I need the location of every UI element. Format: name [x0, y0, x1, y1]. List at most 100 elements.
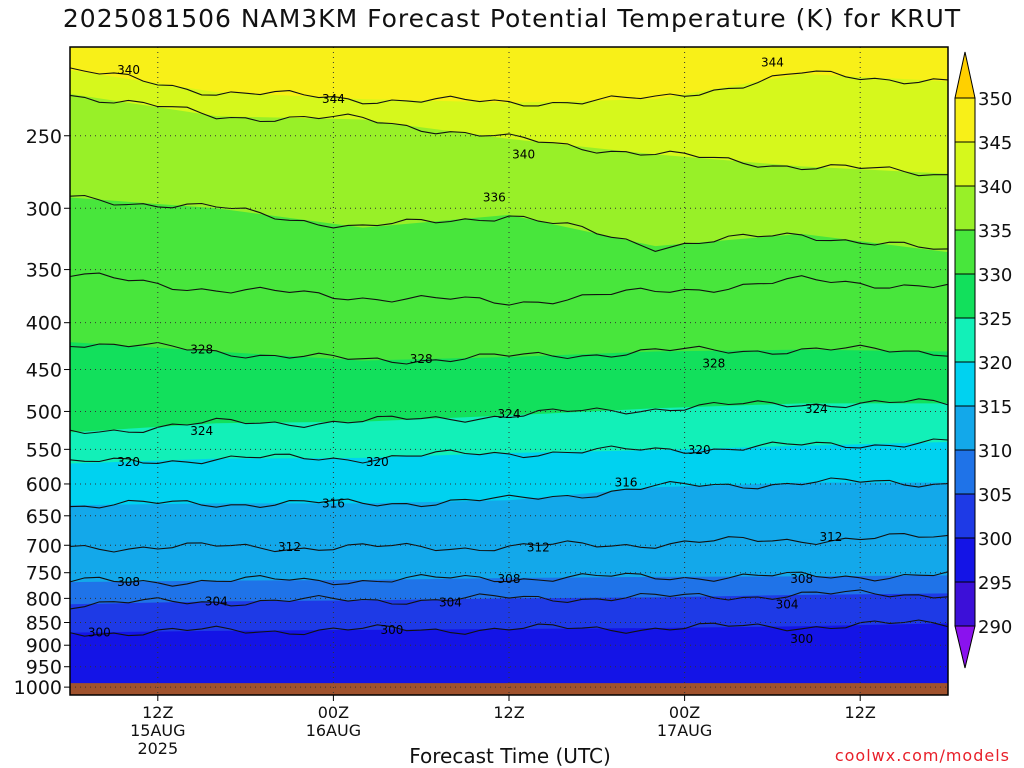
- colorbar-swatch: [954, 273, 976, 319]
- contour-label: 304: [776, 597, 799, 611]
- heatmap-band: [70, 197, 948, 695]
- y-tick-label: 700: [26, 535, 62, 557]
- colorbar-swatch: [954, 493, 976, 539]
- colorbar-swatch: [954, 405, 976, 451]
- y-tick-label: 600: [26, 474, 62, 496]
- contour-label: 324: [498, 407, 521, 421]
- contour-label: 340: [117, 63, 140, 77]
- y-tick-label: 750: [26, 563, 62, 585]
- contour-label: 324: [190, 424, 213, 438]
- y-tick-label: 850: [26, 612, 62, 634]
- colorbar-label: 320: [978, 353, 1012, 374]
- grid-lines: [70, 47, 948, 695]
- contour-label: 344: [761, 56, 784, 70]
- colorbar-label: 340: [978, 177, 1012, 198]
- colorbar-swatch: [954, 185, 976, 231]
- contour-label: 300: [88, 626, 111, 640]
- colorbar-label: 350: [978, 89, 1012, 110]
- colorbar-swatch: [954, 141, 976, 187]
- y-tick-label: 650: [26, 506, 62, 528]
- contour-label: 312: [819, 530, 842, 544]
- colorbar-label: 305: [978, 485, 1012, 506]
- contour-line: [69, 194, 949, 252]
- x-axis-title: Forecast Time (UTC): [409, 744, 611, 768]
- y-tick-label: 350: [26, 260, 62, 282]
- contour-label: 320: [688, 443, 711, 457]
- x-tick-label: 12Z: [493, 703, 524, 722]
- y-tick-label: 400: [26, 313, 62, 335]
- chart-title: 2025081506 NAM3KM Forecast Potential Tem…: [62, 4, 962, 33]
- contour-line: [69, 67, 949, 107]
- colorbar-swatch: [954, 317, 976, 363]
- colorbar-label: 315: [978, 397, 1012, 418]
- heatmap-band: [70, 47, 948, 695]
- colorbar-label: 295: [978, 573, 1012, 594]
- contour-line: [69, 272, 949, 306]
- contour-label: 320: [366, 455, 389, 469]
- contour-label: 300: [380, 623, 403, 637]
- heatmap-band: [70, 93, 948, 695]
- heatmap-band: [70, 70, 948, 696]
- y-tick-label: 450: [26, 360, 62, 382]
- contour-line: [69, 589, 949, 610]
- x-tick-label: 12Z: [845, 703, 876, 722]
- x-tick-label: 16AUG: [306, 721, 361, 740]
- y-tick-label: 250: [26, 126, 62, 148]
- contour-label: 328: [702, 356, 725, 370]
- contour-label: 304: [205, 594, 228, 608]
- x-tick-label: 15AUG: [130, 721, 185, 740]
- y-tick-label: 950: [26, 657, 62, 679]
- heatmap-band: [70, 275, 948, 695]
- colorbar-label: 300: [978, 529, 1012, 550]
- contour-label: 320: [117, 455, 140, 469]
- x-tick-label: 12Z: [142, 703, 173, 722]
- contour-label: 344: [322, 92, 345, 106]
- colorbar-label: 345: [978, 133, 1012, 154]
- y-tick-label: 550: [26, 439, 62, 461]
- colorbar: 290 295 300 305 310 315 320 325 330 335 340 345 350: [954, 51, 1012, 669]
- contour-line: [69, 398, 949, 435]
- x-tick-label: 00Z: [669, 703, 700, 722]
- x-tick-label: 2025: [137, 739, 178, 758]
- heatmap-band: [70, 658, 948, 684]
- heatmap-band: [70, 623, 948, 695]
- y-tick-label: 1000: [14, 677, 62, 699]
- x-tick-label: 00Z: [318, 703, 349, 722]
- ground-surface: [70, 683, 948, 695]
- y-tick-label: 800: [26, 588, 62, 610]
- contour-lines: [69, 67, 949, 637]
- contour-label: 324: [805, 402, 828, 416]
- heatmap-band: [70, 442, 948, 695]
- y-tick-label: 500: [26, 401, 62, 423]
- contour-label: 308: [117, 575, 140, 589]
- contour-line: [69, 477, 949, 509]
- heatmap-band: [70, 403, 948, 695]
- x-tick-label: 17AUG: [657, 721, 712, 740]
- colorbar-swatch: [954, 361, 976, 407]
- contour-label: 316: [322, 496, 345, 510]
- colorbar-arrow-top: [954, 51, 976, 99]
- y-tick-label: 900: [26, 635, 62, 657]
- contour-label: 312: [278, 540, 301, 554]
- contour-line: [69, 571, 949, 587]
- heatmap-band: [70, 537, 948, 695]
- plot-frame: [69, 46, 949, 696]
- colorbar-swatch: [954, 581, 976, 627]
- ground-fill: [70, 683, 948, 695]
- contour-line: [69, 341, 949, 365]
- contour-line: [69, 438, 949, 465]
- contour-line: [69, 533, 949, 553]
- heatmap-band: [70, 342, 948, 695]
- y-tick-label: 300: [26, 198, 62, 220]
- colorbar-label: 330: [978, 265, 1012, 286]
- colorbar-swatch: [954, 449, 976, 495]
- heatmap-band: [70, 482, 948, 695]
- contour-label: 308: [498, 572, 521, 586]
- contour-labels: 340 344 340 336 344 328 328 328 324 324 324 320 320 3…: [88, 56, 843, 646]
- contour-label: 300: [790, 632, 813, 646]
- contour-line: [69, 94, 948, 177]
- colorbar-swatch: [954, 97, 976, 143]
- contour-label: 340: [512, 147, 535, 161]
